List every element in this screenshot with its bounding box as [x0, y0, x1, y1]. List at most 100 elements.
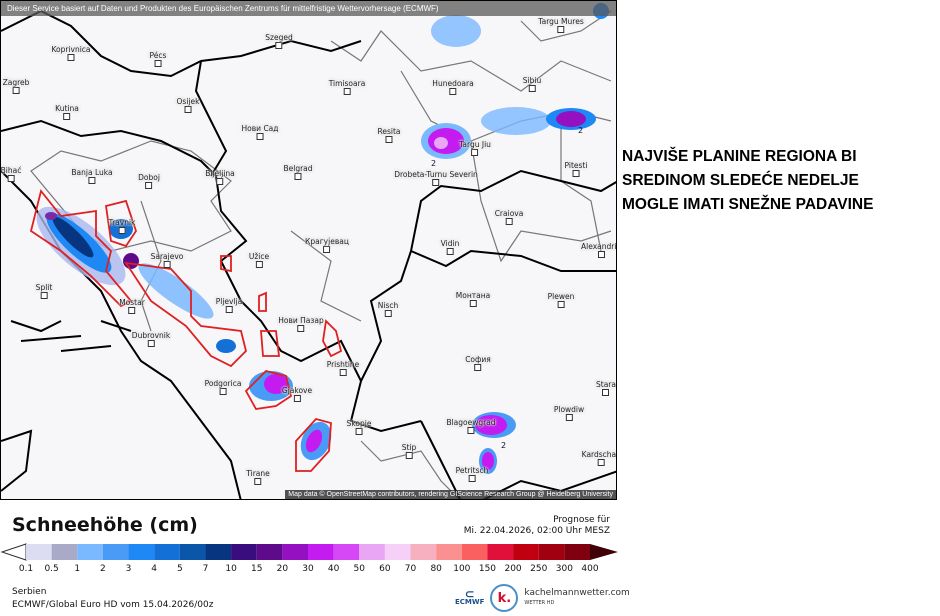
- scale-tick-label: 60: [379, 564, 391, 574]
- contour-label: 2: [501, 441, 506, 450]
- scale-tick-label: 100: [453, 564, 471, 574]
- headline-line: NAJVIŠE PLANINE REGIONA BI: [622, 148, 857, 165]
- ecmwf-notice: Dieser Service basiert auf Daten und Pro…: [1, 1, 616, 16]
- city-label: Pitesti: [565, 161, 588, 177]
- city-label: София: [465, 355, 491, 371]
- city-label: Osijek: [177, 97, 200, 113]
- scale-swatch: [77, 544, 103, 560]
- scale-swatch: [26, 544, 52, 560]
- city-label: Banja Luka: [71, 168, 112, 184]
- city-label: Nisch: [378, 301, 398, 317]
- city-label: Dubrovnik: [132, 331, 170, 347]
- map-attribution: Map data © OpenStreetMap contributors, r…: [285, 490, 616, 499]
- color-scale-bar: [0, 543, 618, 561]
- headline-line: MOGLE IMATI SNEŽNE PADAVINE: [622, 196, 874, 213]
- scale-tick-label: 2: [100, 564, 106, 574]
- scale-swatch: [179, 544, 206, 560]
- city-label: Plowdiw: [554, 405, 584, 421]
- kachelmann-logo: k.: [490, 584, 519, 612]
- city-label: Plewen: [548, 292, 575, 308]
- scale-tick-label: 7: [202, 564, 209, 574]
- scale-arrow-high: [590, 544, 618, 560]
- scale-swatch: [333, 544, 360, 560]
- city-label: Travnik: [109, 218, 136, 234]
- kachelmann-name: kachelmannwetter.com WETTER HD: [524, 587, 630, 606]
- city-label: Нови Сад: [242, 124, 279, 140]
- city-label: Bihać: [1, 166, 21, 182]
- scale-tick-label: 0.5: [44, 564, 59, 574]
- scale-tick-label: 0.1: [18, 564, 34, 574]
- scale-tick-label: 70: [404, 564, 417, 574]
- city-label: Prishtine: [327, 360, 360, 376]
- scale-swatch: [436, 544, 462, 560]
- city-label: Gjakove: [282, 386, 312, 402]
- forecast-datetime: Mi. 22.04.2026, 02:00 Uhr MESZ: [463, 526, 610, 536]
- city-label: Sarajevo: [151, 252, 184, 268]
- city-label: Kutina: [55, 104, 79, 120]
- scale-swatch: [154, 544, 180, 560]
- city-label: Нови Пазар: [278, 316, 324, 332]
- scale-tick-label: 200: [504, 564, 522, 574]
- scale-tick-label: 15: [250, 564, 263, 574]
- city-label: Split: [36, 283, 53, 299]
- city-label: Pljevlja: [216, 297, 243, 313]
- city-label: Doboj: [138, 173, 160, 189]
- city-label: Skopje: [347, 419, 372, 435]
- model-run: ECMWF/Global Euro HD vom 15.04.2026/00z: [12, 600, 214, 610]
- headline-line: SREDINOM SLEDEĆE NEDELJE: [622, 172, 859, 189]
- city-label: Szeged: [265, 33, 292, 49]
- scale-swatch: [256, 544, 283, 560]
- city-label: Tirane: [246, 469, 269, 485]
- scale-tick-label: 4: [151, 564, 158, 574]
- city-label: Alexandria: [581, 242, 616, 258]
- city-label: Stip: [402, 443, 417, 459]
- city-label: Mostar: [119, 298, 145, 314]
- city-label: Užice: [249, 252, 269, 268]
- forecast-label: Prognose für: [553, 515, 610, 525]
- legend-title: Schneehöhe (cm): [12, 514, 198, 536]
- scale-tick-label: 5: [176, 564, 183, 574]
- contour-label: 2: [578, 126, 583, 135]
- ecmwf-logo: ⊂ ECMWF: [455, 587, 485, 606]
- scale-tick-label: 150: [478, 564, 497, 574]
- contour-label: 2: [431, 159, 436, 168]
- city-label: Koprivnica: [51, 45, 90, 61]
- scale-tick-label: 250: [530, 564, 548, 574]
- city-label: Targu Mures: [538, 17, 583, 33]
- city-label: Zagreb: [3, 78, 30, 94]
- city-label: Petritsch: [456, 466, 489, 482]
- scale-tick-label: 300: [555, 564, 573, 574]
- city-label: Drobeta-Turnu Severin: [394, 170, 478, 186]
- city-label: Крагујевац: [305, 237, 349, 253]
- scale-swatch: [384, 544, 411, 560]
- city-label: Podgorica: [205, 379, 242, 395]
- scale-tick-label: 30: [302, 564, 314, 574]
- city-label: Stara: [596, 380, 616, 396]
- city-label: Монтана: [456, 291, 490, 307]
- color-scale-ticks: 0.1 0.5 1 2 3 4 5 7 10 15 20 30 40 50 60 70 80 100 150 200 2…: [0, 564, 620, 576]
- scale-swatch: [51, 544, 78, 560]
- scale-swatch: [359, 544, 385, 560]
- scale-tick-label: 3: [125, 564, 132, 574]
- city-label: Pécs: [150, 51, 167, 67]
- forecast-time: Prognose für Mi. 22.04.2026, 02:00 Uhr M…: [464, 515, 610, 537]
- city-label: Kardschali: [582, 450, 616, 466]
- scale-tick-label: 80: [430, 564, 442, 574]
- city-label: Belgrad: [283, 164, 312, 180]
- scale-swatch: [102, 544, 129, 560]
- scale-swatch: [231, 544, 257, 560]
- scale-arrow-low: [0, 543, 27, 561]
- scale-tick-label: 1: [74, 564, 81, 574]
- city-label: Timisoara: [329, 79, 366, 95]
- scale-swatch: [205, 544, 232, 560]
- scale-swatch: [461, 544, 488, 560]
- region-name: Serbien: [12, 587, 47, 597]
- city-label: Craiova: [495, 209, 524, 225]
- scale-swatch: [538, 544, 565, 560]
- city-label: Targu Jiu: [459, 140, 491, 156]
- scale-tick-label: 10: [225, 564, 237, 574]
- scale-swatch: [308, 544, 334, 560]
- city-label: Hunedoara: [432, 79, 473, 95]
- scale-tick-label: 40: [327, 564, 340, 574]
- snow-depth-map[interactable]: 2 2 2 Dieser Service basiert auf Daten und…: [0, 0, 617, 500]
